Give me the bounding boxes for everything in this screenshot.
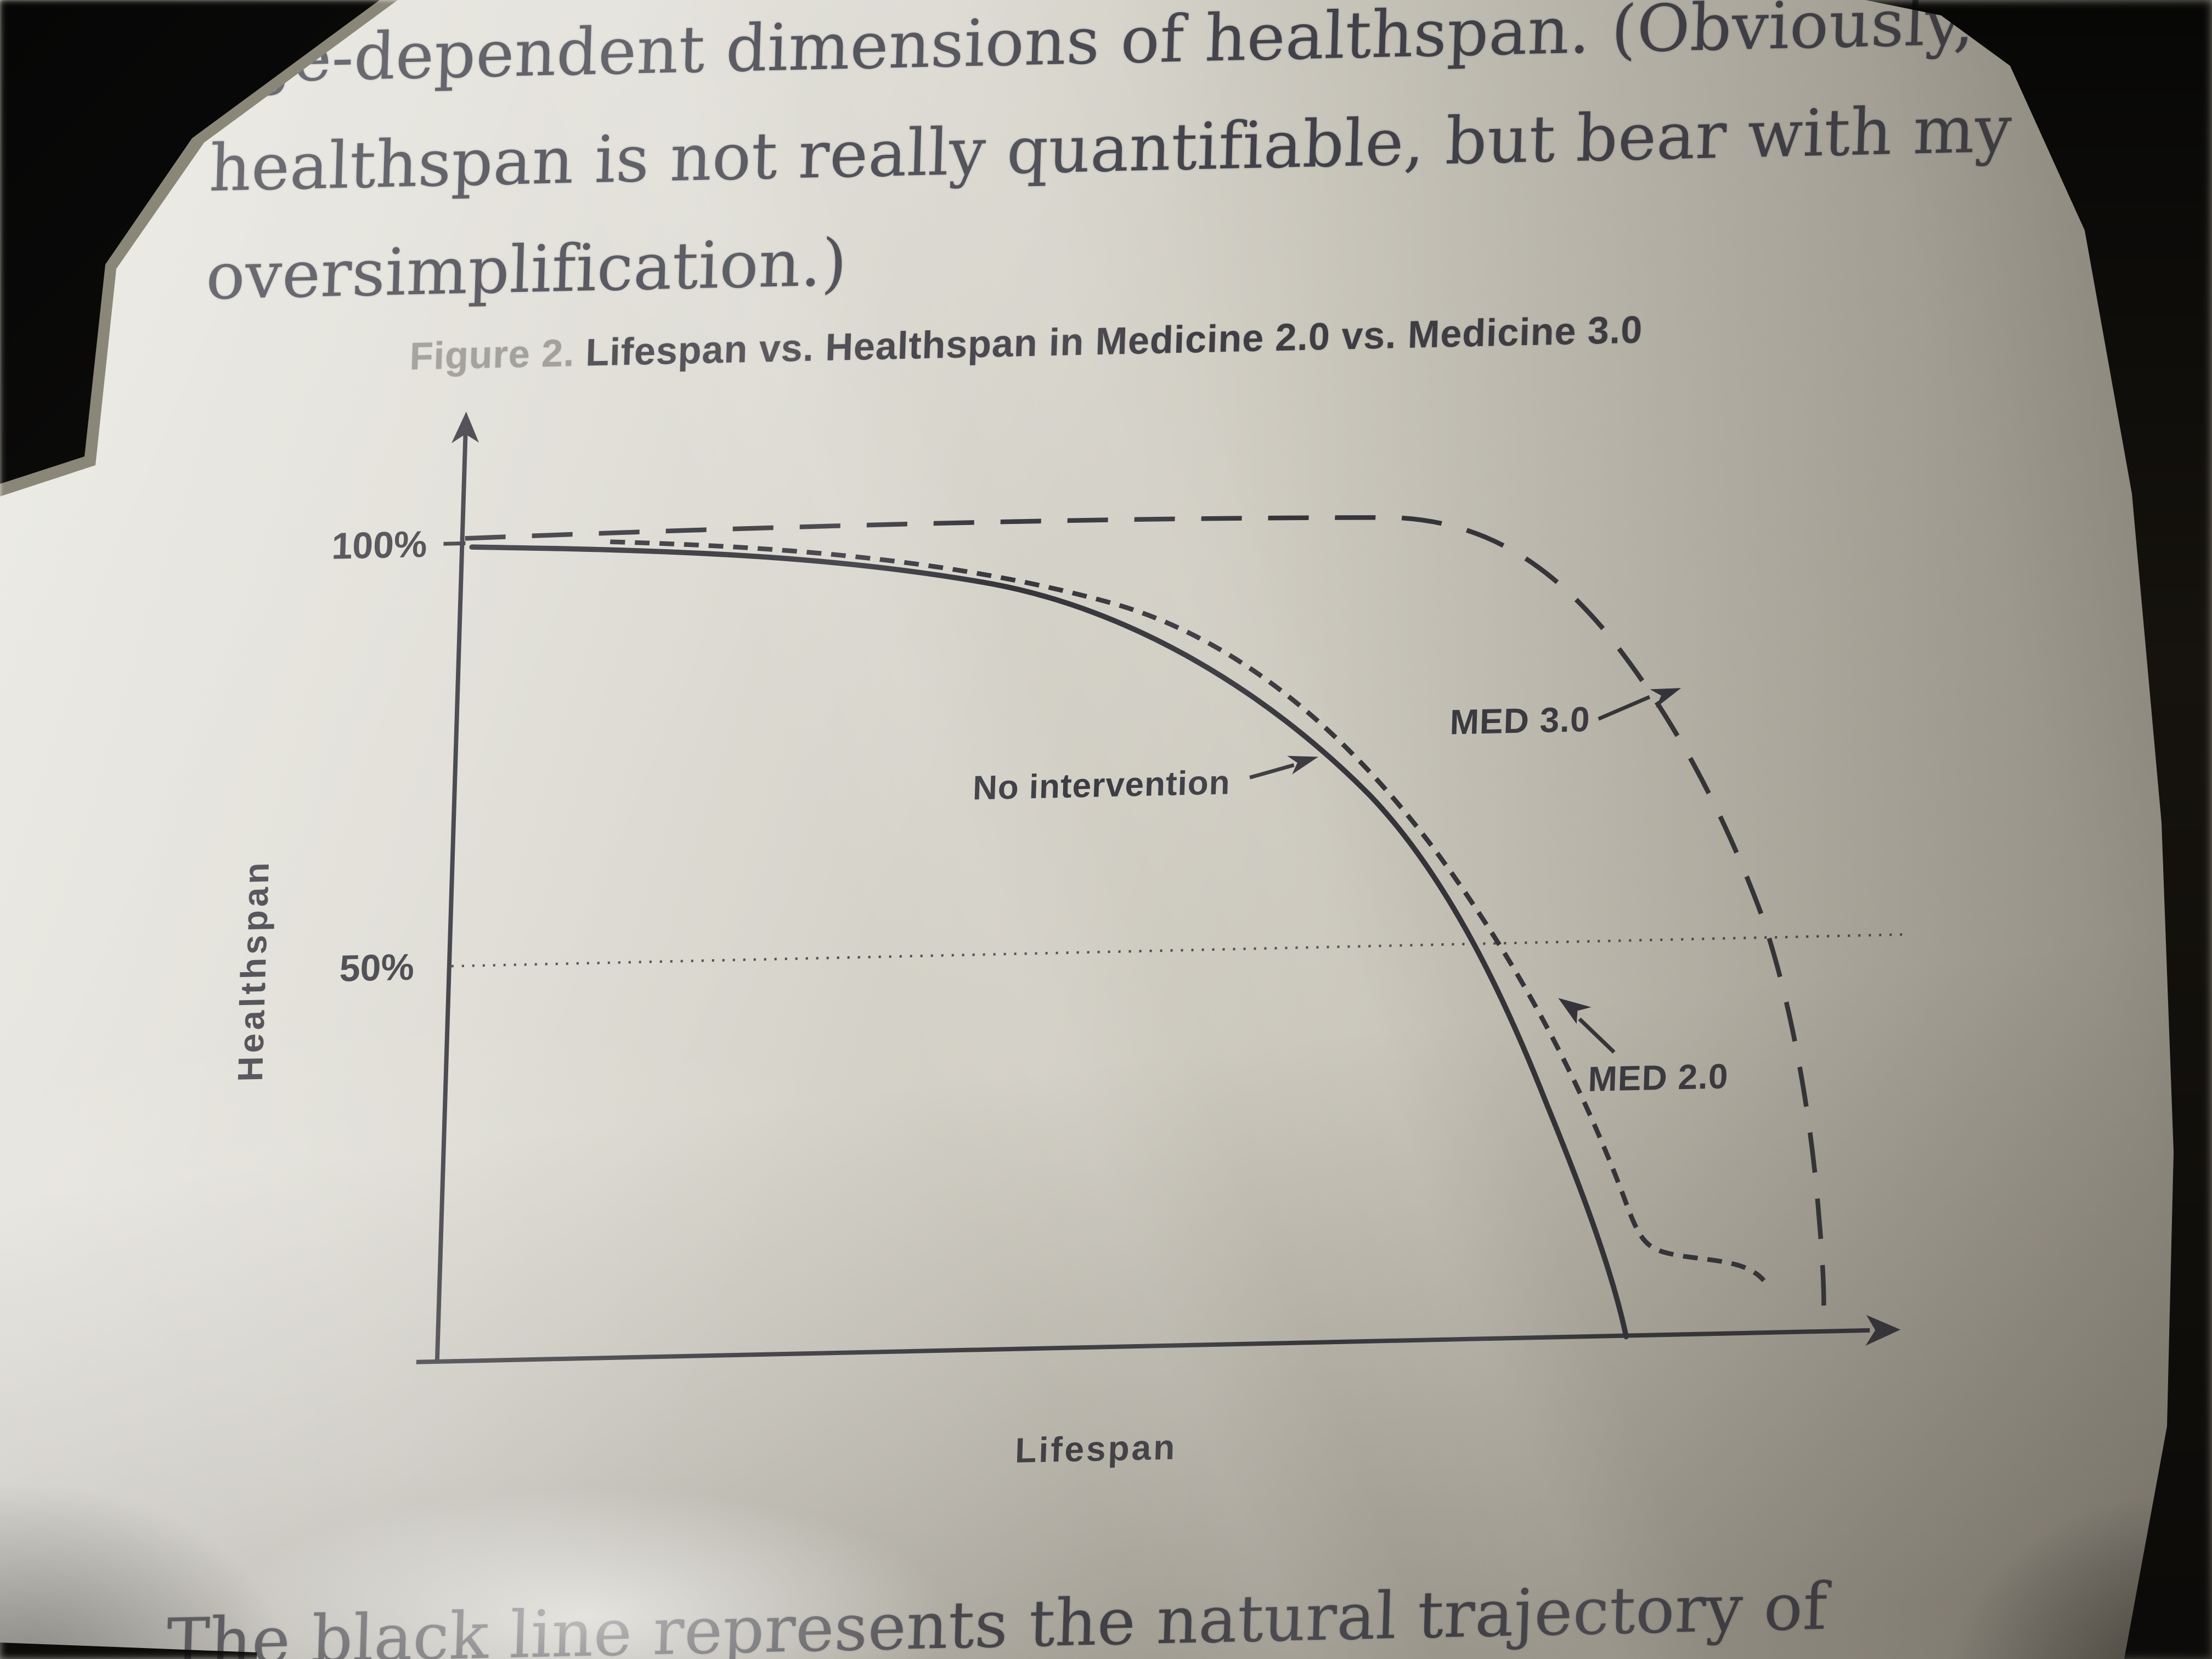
fifty-percent-dotted-line (451, 933, 1908, 968)
y-tick-label-50: 50% (339, 946, 415, 990)
med-2-0-label: MED 2.0 (1588, 1056, 1729, 1099)
y-tick-label-100: 100% (331, 523, 427, 567)
figure-2-chart: 100% 50% Healthspan Lifespan No interven… (230, 411, 1908, 1470)
y-axis-title: Healthspan (230, 859, 276, 1082)
text-line: The black line represents the natural tr… (165, 1568, 1829, 1659)
med-3-0-arrowhead-icon (1650, 688, 1681, 708)
x-axis-title: Lifespan (1014, 1427, 1177, 1470)
med-2-0-arrowhead-icon (1558, 998, 1592, 1024)
med-3-0-arrow (1598, 695, 1651, 721)
no-intervention-arrow (1249, 763, 1295, 780)
figure-caption-prefix: Figure 2. (409, 331, 575, 378)
x-axis-arrowhead-icon (1865, 1315, 1901, 1346)
no-intervention-curve (469, 544, 1629, 1340)
x-axis (416, 1328, 1870, 1364)
med-2-0-curve (610, 539, 1766, 1283)
med-2-0-arrow (1578, 1017, 1616, 1054)
med-3-0-label: MED 3.0 (1449, 699, 1591, 742)
no-intervention-label: No intervention (972, 764, 1231, 807)
paragraph-top: age-dependent dimensions of healthspan. … (205, 0, 2017, 331)
y-tick-100 (443, 541, 466, 546)
paragraph-bottom: The black line represents the natural tr… (165, 1553, 1829, 1659)
y-axis (435, 432, 468, 1363)
